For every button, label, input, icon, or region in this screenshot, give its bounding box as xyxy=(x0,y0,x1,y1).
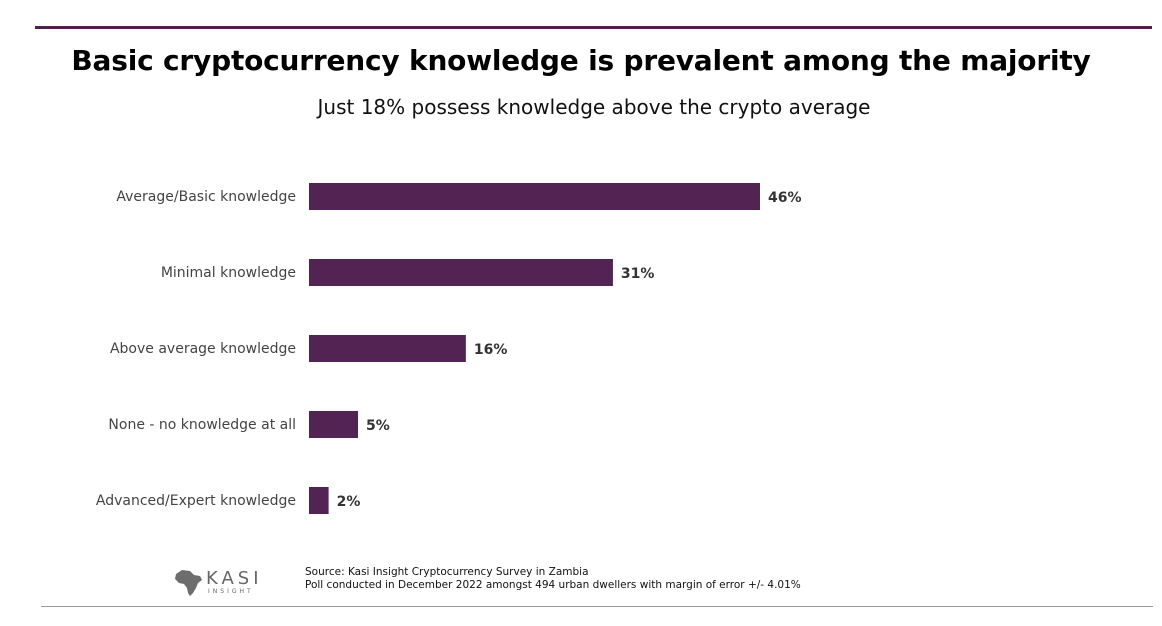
bar xyxy=(309,411,359,438)
category-label: Advanced/Expert knowledge xyxy=(96,493,296,509)
value-label: 46% xyxy=(768,190,802,206)
africa-map-icon xyxy=(175,570,202,596)
category-label: None - no knowledge at all xyxy=(108,417,296,433)
source-line: Source: Kasi Insight Cryptocurrency Surv… xyxy=(305,566,589,578)
poll-note: Poll conducted in December 2022 amongst … xyxy=(305,579,801,591)
value-label: 16% xyxy=(474,342,508,358)
value-label: 31% xyxy=(621,266,655,282)
bar-chart: Average/Basic knowledge 46% Minimal knowle… xyxy=(96,183,802,514)
chart-subtitle: Just 18% possess knowledge above the cry… xyxy=(317,95,871,119)
kasi-logo: KASI INSIGHT xyxy=(172,566,287,598)
bar xyxy=(309,183,760,210)
value-label: 5% xyxy=(366,418,390,434)
bar xyxy=(309,259,613,286)
category-label: Minimal knowledge xyxy=(161,265,296,281)
source-note: Source: Kasi Insight Cryptocurrency Surv… xyxy=(305,566,801,592)
chart-title: Basic cryptocurrency knowledge is preval… xyxy=(71,44,1091,77)
bottom-rule xyxy=(41,606,1153,607)
logo-subtext: INSIGHT xyxy=(208,588,254,595)
bar xyxy=(309,335,466,362)
logo-wordmark: KASI xyxy=(206,568,263,589)
value-label: 2% xyxy=(337,494,361,510)
category-label: Average/Basic knowledge xyxy=(116,189,296,205)
bar xyxy=(309,487,329,514)
category-label: Above average knowledge xyxy=(110,341,296,357)
top-rule xyxy=(35,26,1152,29)
